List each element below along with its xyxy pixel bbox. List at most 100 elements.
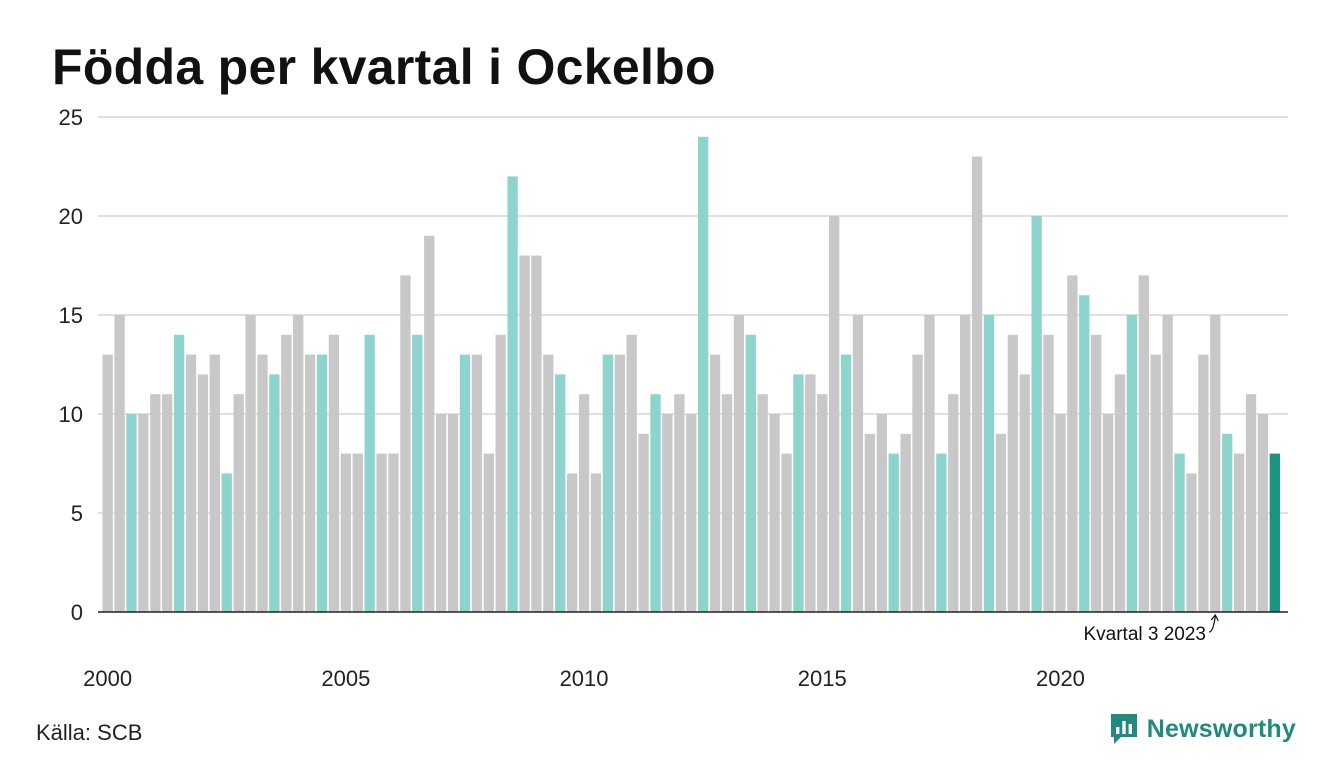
bar xyxy=(781,453,792,612)
x-tick-label: 2015 xyxy=(798,666,847,691)
bar xyxy=(602,354,614,612)
bar xyxy=(829,216,840,612)
y-tick-label: 20 xyxy=(59,204,83,229)
bar xyxy=(912,354,923,612)
bar xyxy=(376,453,387,612)
bar xyxy=(471,354,483,612)
bar xyxy=(650,394,661,612)
bar xyxy=(245,315,256,612)
bar xyxy=(745,334,756,612)
bar xyxy=(686,414,697,612)
bar xyxy=(1114,374,1126,612)
bar xyxy=(793,374,804,612)
bar xyxy=(447,414,459,612)
bar xyxy=(1150,354,1161,612)
bar xyxy=(1257,414,1269,612)
bar xyxy=(150,394,161,612)
bar xyxy=(566,473,578,612)
bar xyxy=(578,394,590,612)
bar xyxy=(1019,374,1030,612)
bar xyxy=(352,453,363,612)
bar xyxy=(185,354,197,612)
bar xyxy=(733,315,745,612)
bar xyxy=(1245,394,1257,612)
bar xyxy=(102,354,113,612)
bar xyxy=(388,453,399,612)
bar xyxy=(495,334,506,612)
bar xyxy=(698,136,709,613)
bar xyxy=(257,354,268,612)
bar xyxy=(1198,354,1209,612)
bar xyxy=(769,414,780,612)
bar xyxy=(983,315,995,612)
bar xyxy=(948,394,959,612)
bar xyxy=(1210,315,1221,612)
bar xyxy=(114,315,125,612)
x-tick-label: 2010 xyxy=(560,666,609,691)
y-axis-ticks: 0 5 10 15 20 25 xyxy=(59,105,83,625)
bar xyxy=(1043,334,1054,612)
bar xyxy=(936,453,947,612)
bar xyxy=(1031,216,1042,612)
bar xyxy=(173,334,185,612)
bar xyxy=(1186,473,1197,612)
bar xyxy=(304,354,316,612)
y-tick-label: 15 xyxy=(59,303,83,328)
bar xyxy=(519,255,530,612)
bar xyxy=(757,394,768,612)
bar xyxy=(852,315,864,612)
bar xyxy=(1102,414,1114,612)
bar xyxy=(721,394,733,612)
bar xyxy=(400,275,411,612)
bar xyxy=(971,156,983,612)
bar xyxy=(269,374,280,612)
bar xyxy=(412,334,423,612)
bar xyxy=(221,473,232,612)
bar xyxy=(483,453,494,612)
bar xyxy=(364,334,375,612)
bar xyxy=(281,334,292,612)
bar xyxy=(233,394,244,612)
bar xyxy=(126,414,137,612)
bar xyxy=(293,315,304,612)
bar xyxy=(1055,414,1066,612)
bar xyxy=(614,354,625,612)
bar xyxy=(900,433,911,612)
bar xyxy=(1079,295,1090,612)
bar xyxy=(995,433,1007,612)
bar xyxy=(1269,453,1280,612)
bar xyxy=(805,374,816,612)
bar xyxy=(424,235,435,613)
y-tick-label: 5 xyxy=(71,501,83,526)
bar xyxy=(138,414,149,612)
bar-chart: 0 5 10 15 20 25 2000 2005 2010 2015 2020 Kvartal … xyxy=(59,105,1288,691)
bar xyxy=(590,473,602,612)
x-tick-label: 2005 xyxy=(321,666,370,691)
newsworthy-logo-icon xyxy=(1110,714,1137,744)
bar xyxy=(459,354,471,612)
y-tick-label: 25 xyxy=(59,105,83,130)
x-tick-label: 2000 xyxy=(83,666,132,691)
bar xyxy=(531,255,542,612)
bar xyxy=(662,414,673,612)
source-label: Källa: SCB xyxy=(36,720,143,745)
bar xyxy=(638,433,649,612)
x-axis-ticks: 2000 2005 2010 2015 2020 xyxy=(83,666,1085,691)
brand-name: Newsworthy xyxy=(1146,714,1296,743)
bar xyxy=(162,394,173,612)
bar xyxy=(709,354,721,612)
bar xyxy=(1233,453,1245,612)
bar xyxy=(1138,275,1149,612)
bar xyxy=(840,354,852,612)
bar xyxy=(1126,315,1138,612)
y-tick-label: 10 xyxy=(59,402,83,427)
bar xyxy=(960,315,971,612)
bar xyxy=(1091,334,1102,612)
bar xyxy=(1067,275,1078,612)
bar xyxy=(674,394,685,612)
bar xyxy=(1162,315,1173,612)
chart-title: Födda per kvartal i Ockelbo xyxy=(52,39,716,95)
x-tick-label: 2020 xyxy=(1036,666,1085,691)
bar xyxy=(888,453,899,612)
bar xyxy=(1174,453,1185,612)
